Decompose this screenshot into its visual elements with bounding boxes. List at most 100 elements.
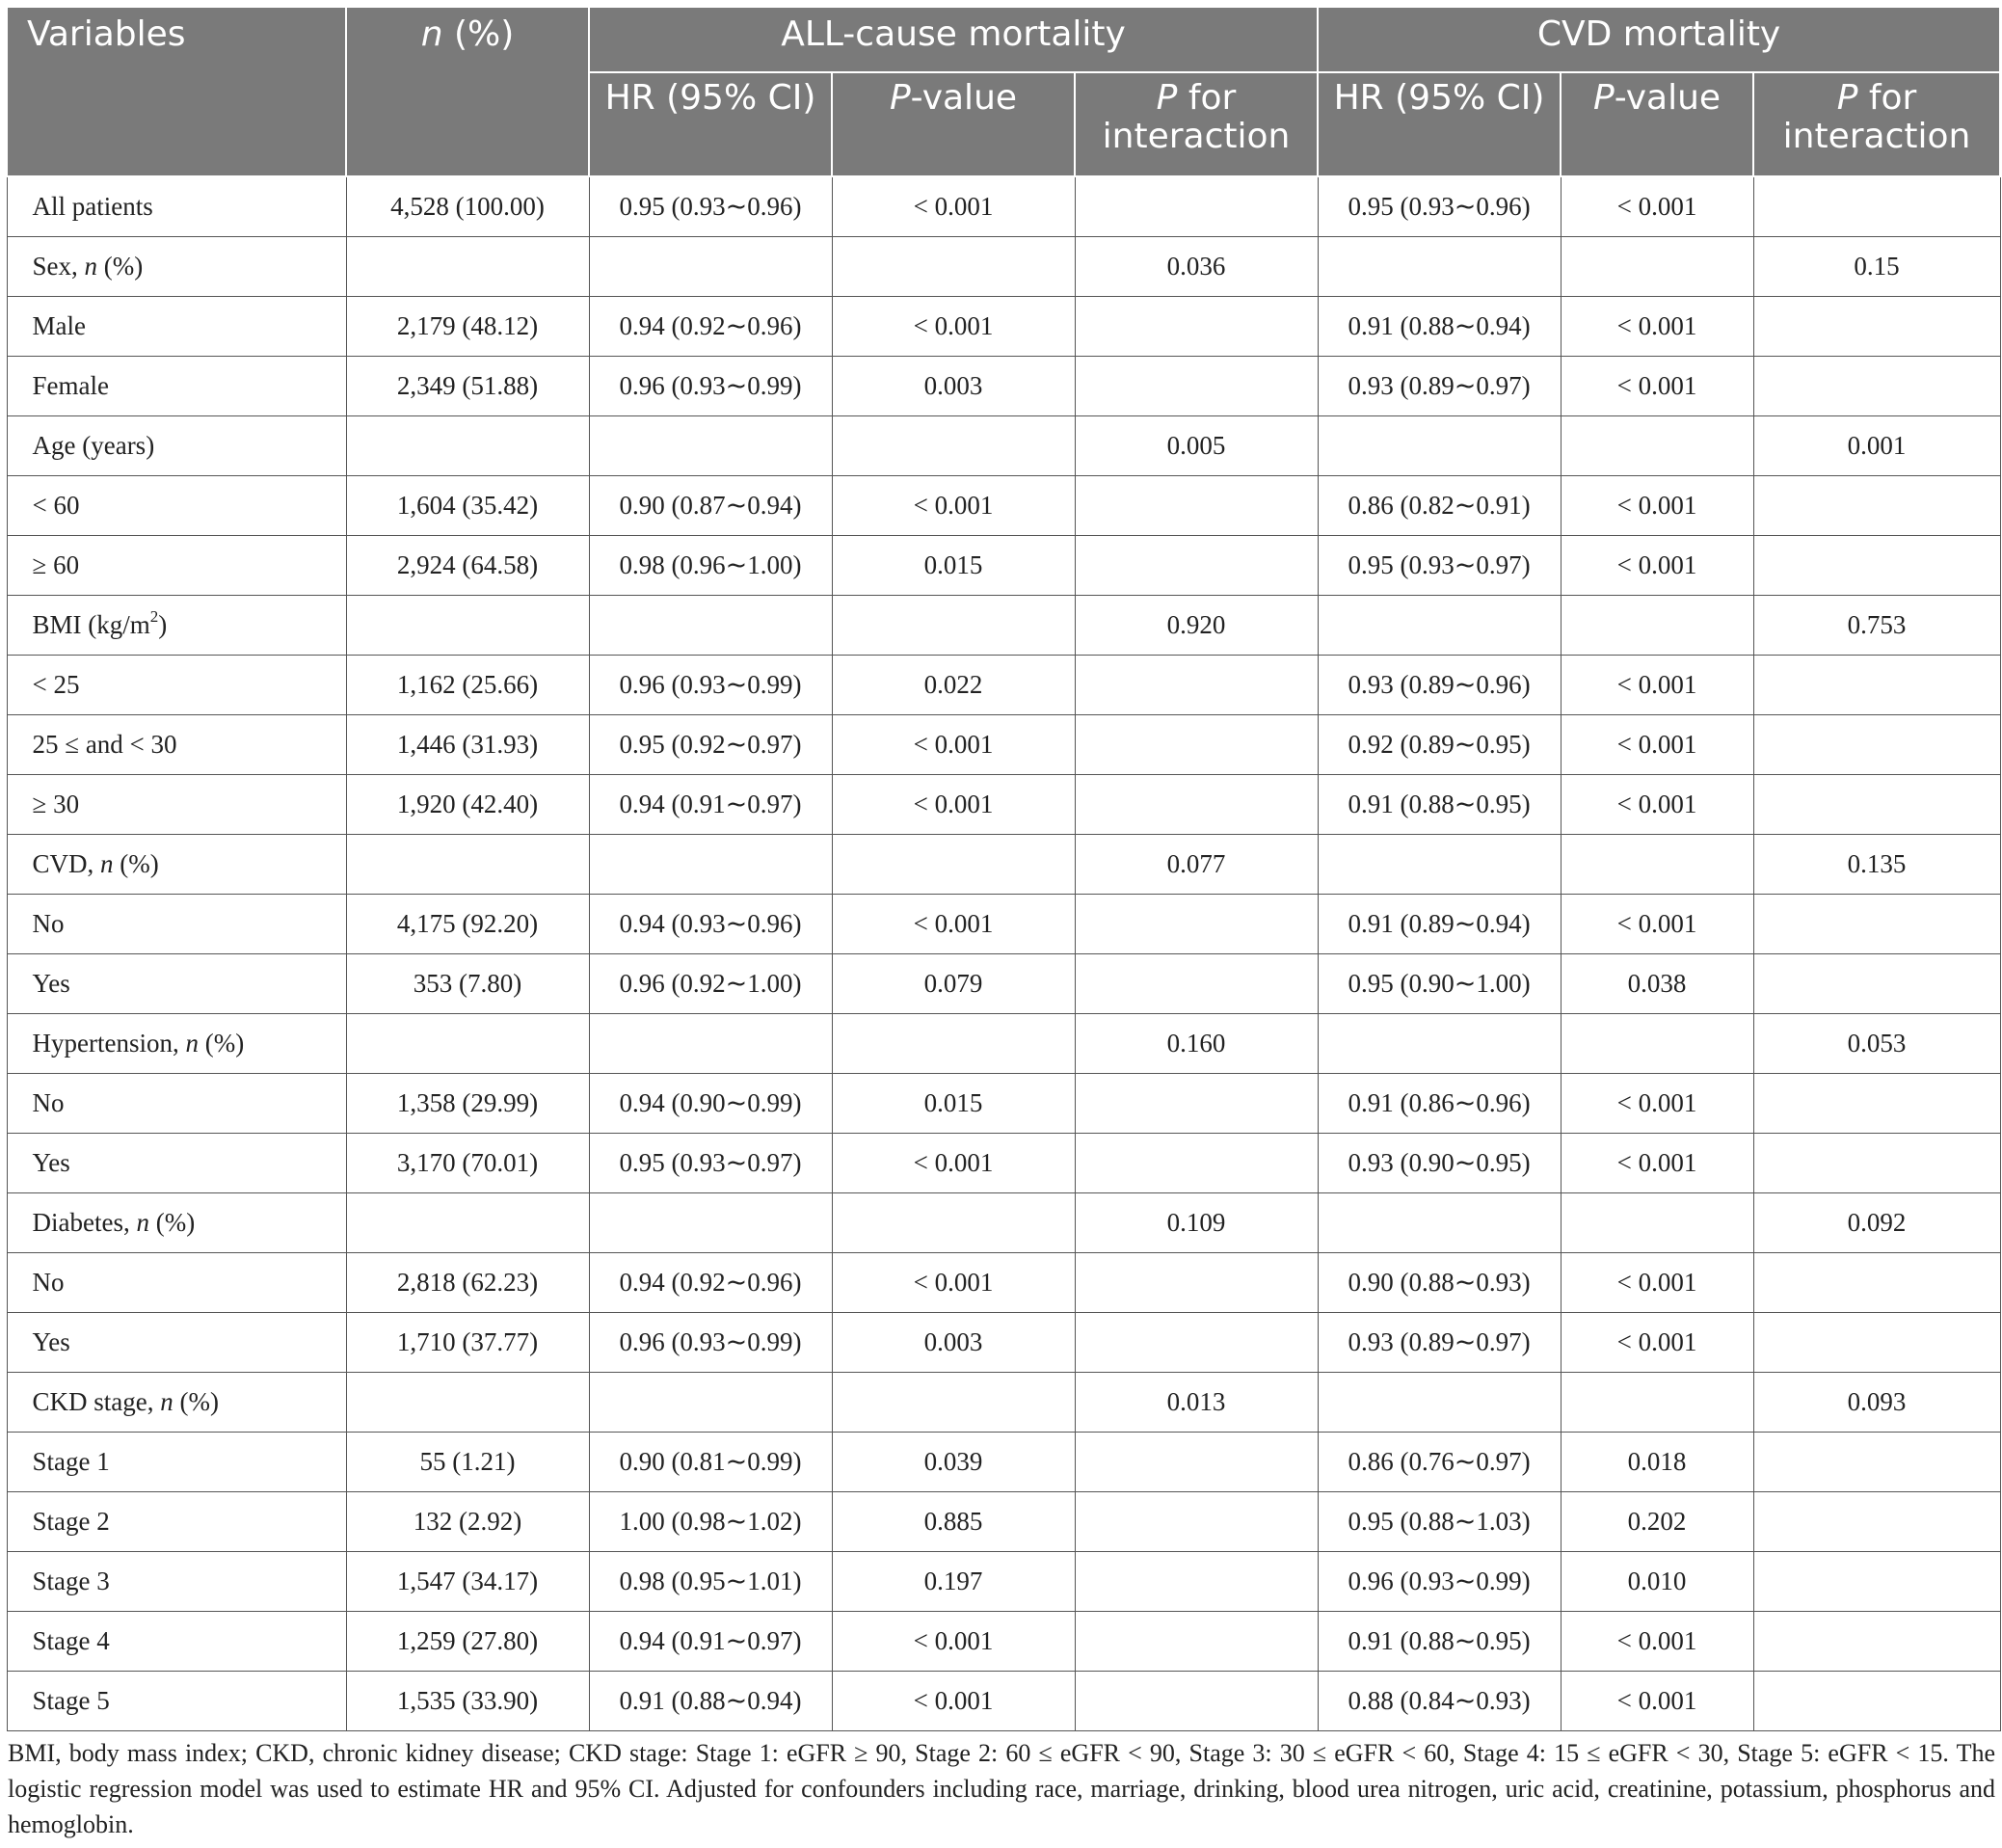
header-all-cause-p-interaction: P for interaction bbox=[1073, 71, 1320, 177]
cell-all-cause-p-interaction: 0.013 bbox=[1074, 1372, 1319, 1433]
cell-variable: BMI (kg/m2) bbox=[6, 595, 347, 656]
table-row: CKD stage, n (%) 0.013 0.093 bbox=[6, 1372, 2001, 1433]
cell-n-percent: 1,604 (35.42) bbox=[345, 475, 590, 536]
cell-all-cause-p-value: < 0.001 bbox=[831, 296, 1076, 357]
cell-n-percent: 1,162 (25.66) bbox=[345, 655, 590, 715]
cell-variable: No bbox=[6, 1252, 347, 1313]
cell-all-cause-hr: 0.95 (0.93∼0.97) bbox=[588, 1133, 833, 1193]
variable-label: No bbox=[32, 1088, 65, 1117]
cell-all-cause-p-value: < 0.001 bbox=[831, 1133, 1076, 1193]
cell-cvd-p-value: < 0.001 bbox=[1560, 296, 1754, 357]
table-body: All patients 4,528 (100.00) 0.95 (0.93∼0.9… bbox=[6, 175, 2001, 1731]
cell-all-cause-p-value: < 0.001 bbox=[831, 1611, 1076, 1672]
cell-cvd-hr: 0.93 (0.89∼0.96) bbox=[1317, 655, 1562, 715]
cell-all-cause-p-interaction: 0.109 bbox=[1074, 1192, 1319, 1253]
cell-variable: CKD stage, n (%) bbox=[6, 1372, 347, 1433]
variable-label-rest: (%) bbox=[148, 1208, 196, 1237]
cell-all-cause-p-interaction bbox=[1074, 1312, 1319, 1373]
cell-all-cause-p-value: 0.022 bbox=[831, 655, 1076, 715]
cell-all-cause-p-value: 0.003 bbox=[831, 1312, 1076, 1373]
cell-cvd-hr: 0.91 (0.88∼0.95) bbox=[1317, 1611, 1562, 1672]
variable-label: Diabetes, bbox=[32, 1208, 137, 1237]
cell-cvd-p-interaction bbox=[1752, 1133, 2001, 1193]
cell-all-cause-hr: 0.91 (0.88∼0.94) bbox=[588, 1671, 833, 1731]
variable-label: Hypertension, bbox=[32, 1029, 186, 1058]
cell-cvd-p-interaction bbox=[1752, 296, 2001, 357]
variable-label: 25 ≤ and < 30 bbox=[32, 730, 177, 759]
cell-cvd-p-value: < 0.001 bbox=[1560, 1133, 1754, 1193]
cell-all-cause-hr: 0.90 (0.87∼0.94) bbox=[588, 475, 833, 536]
cell-cvd-hr: 0.91 (0.88∼0.95) bbox=[1317, 774, 1562, 835]
table-row: 25 ≤ and < 30 1,446 (31.93) 0.95 (0.92∼0.9… bbox=[6, 714, 2001, 775]
cell-all-cause-p-interaction bbox=[1074, 356, 1319, 416]
cell-cvd-p-interaction bbox=[1752, 1252, 2001, 1313]
cell-cvd-hr: 0.86 (0.76∼0.97) bbox=[1317, 1432, 1562, 1492]
cell-all-cause-p-interaction bbox=[1074, 1611, 1319, 1672]
cell-variable: Age (years) bbox=[6, 415, 347, 476]
cell-variable: Hypertension, n (%) bbox=[6, 1013, 347, 1074]
table-footnote: BMI, body mass index; CKD, chronic kidne… bbox=[8, 1739, 1995, 1838]
cell-all-cause-p-value: 0.039 bbox=[831, 1432, 1076, 1492]
cell-all-cause-hr: 0.90 (0.81∼0.99) bbox=[588, 1432, 833, 1492]
table-row: Stage 1 55 (1.21) 0.90 (0.81∼0.99) 0.039 0.8… bbox=[6, 1432, 2001, 1492]
cell-variable: No bbox=[6, 894, 347, 954]
cell-cvd-p-value: < 0.001 bbox=[1560, 774, 1754, 835]
cell-all-cause-p-interaction bbox=[1074, 475, 1319, 536]
cell-all-cause-p-value: < 0.001 bbox=[831, 175, 1076, 237]
variable-label: CVD, bbox=[32, 849, 101, 878]
cell-cvd-p-interaction bbox=[1752, 1671, 2001, 1731]
cell-n-percent: 2,179 (48.12) bbox=[345, 296, 590, 357]
header-p-interaction-rest: for interaction bbox=[1102, 78, 1291, 156]
cell-all-cause-p-value: 0.015 bbox=[831, 1073, 1076, 1134]
cell-variable: Stage 1 bbox=[6, 1432, 347, 1492]
cell-cvd-p-value: 0.010 bbox=[1560, 1551, 1754, 1612]
cell-cvd-p-interaction bbox=[1752, 475, 2001, 536]
cell-cvd-p-interaction bbox=[1752, 953, 2001, 1014]
cell-all-cause-hr bbox=[588, 834, 833, 895]
variable-label: Yes bbox=[32, 1327, 70, 1356]
cell-cvd-p-interaction: 0.15 bbox=[1752, 236, 2001, 297]
variable-label: Female bbox=[32, 371, 109, 400]
cell-variable: Yes bbox=[6, 1133, 347, 1193]
cell-cvd-p-value: 0.202 bbox=[1560, 1491, 1754, 1552]
cell-cvd-hr: 0.95 (0.93∼0.96) bbox=[1317, 175, 1562, 237]
cell-cvd-hr bbox=[1317, 1013, 1562, 1074]
cell-all-cause-p-value bbox=[831, 236, 1076, 297]
cell-cvd-p-interaction: 0.093 bbox=[1752, 1372, 2001, 1433]
cell-cvd-p-interaction bbox=[1752, 1491, 2001, 1552]
cell-variable: Sex, n (%) bbox=[6, 236, 347, 297]
cell-cvd-hr: 0.93 (0.89∼0.97) bbox=[1317, 356, 1562, 416]
variable-label: Stage 3 bbox=[32, 1567, 110, 1595]
cell-cvd-hr bbox=[1317, 1192, 1562, 1253]
cell-cvd-hr: 0.92 (0.89∼0.95) bbox=[1317, 714, 1562, 775]
cell-variable: Diabetes, n (%) bbox=[6, 1192, 347, 1253]
header-n-percent: n (%) bbox=[345, 6, 590, 177]
cell-all-cause-hr: 1.00 (0.98∼1.02) bbox=[588, 1491, 833, 1552]
cell-all-cause-p-interaction bbox=[1074, 1432, 1319, 1492]
table-row: Female 2,349 (51.88) 0.96 (0.93∼0.99) 0.003… bbox=[6, 356, 2001, 416]
cell-n-percent: 132 (2.92) bbox=[345, 1491, 590, 1552]
cell-n-percent: 1,547 (34.17) bbox=[345, 1551, 590, 1612]
cell-all-cause-p-value: < 0.001 bbox=[831, 1252, 1076, 1313]
header-cvd-p-value: P-value bbox=[1560, 71, 1755, 177]
cell-n-percent bbox=[345, 1372, 590, 1433]
cell-all-cause-hr bbox=[588, 415, 833, 476]
variable-label-rest: (%) bbox=[97, 252, 144, 281]
cell-cvd-p-value: < 0.001 bbox=[1560, 1671, 1754, 1731]
header-p-interaction-rest: for interaction bbox=[1782, 78, 1971, 156]
cell-all-cause-hr: 0.96 (0.93∼0.99) bbox=[588, 356, 833, 416]
cell-cvd-p-interaction bbox=[1752, 1073, 2001, 1134]
cell-all-cause-p-value: < 0.001 bbox=[831, 894, 1076, 954]
table-row: No 2,818 (62.23) 0.94 (0.92∼0.96) < 0.001 0.… bbox=[6, 1252, 2001, 1313]
header-p-italic: P bbox=[1592, 78, 1615, 118]
header-cvd-mortality: CVD mortality bbox=[1317, 6, 2002, 73]
variable-label: No bbox=[32, 1268, 65, 1297]
cell-all-cause-hr: 0.98 (0.95∼1.01) bbox=[588, 1551, 833, 1612]
variable-label-rest: (%) bbox=[173, 1387, 219, 1416]
cell-cvd-p-value: < 0.001 bbox=[1560, 1611, 1754, 1672]
cell-cvd-p-interaction bbox=[1752, 774, 2001, 835]
header-n-italic: n bbox=[420, 14, 443, 54]
table-header: Variables n (%) ALL-cause mortality CVD … bbox=[6, 6, 2002, 177]
table-row: Stage 2 132 (2.92) 1.00 (0.98∼1.02) 0.885 0.… bbox=[6, 1491, 2001, 1552]
cell-cvd-hr: 0.95 (0.90∼1.00) bbox=[1317, 953, 1562, 1014]
